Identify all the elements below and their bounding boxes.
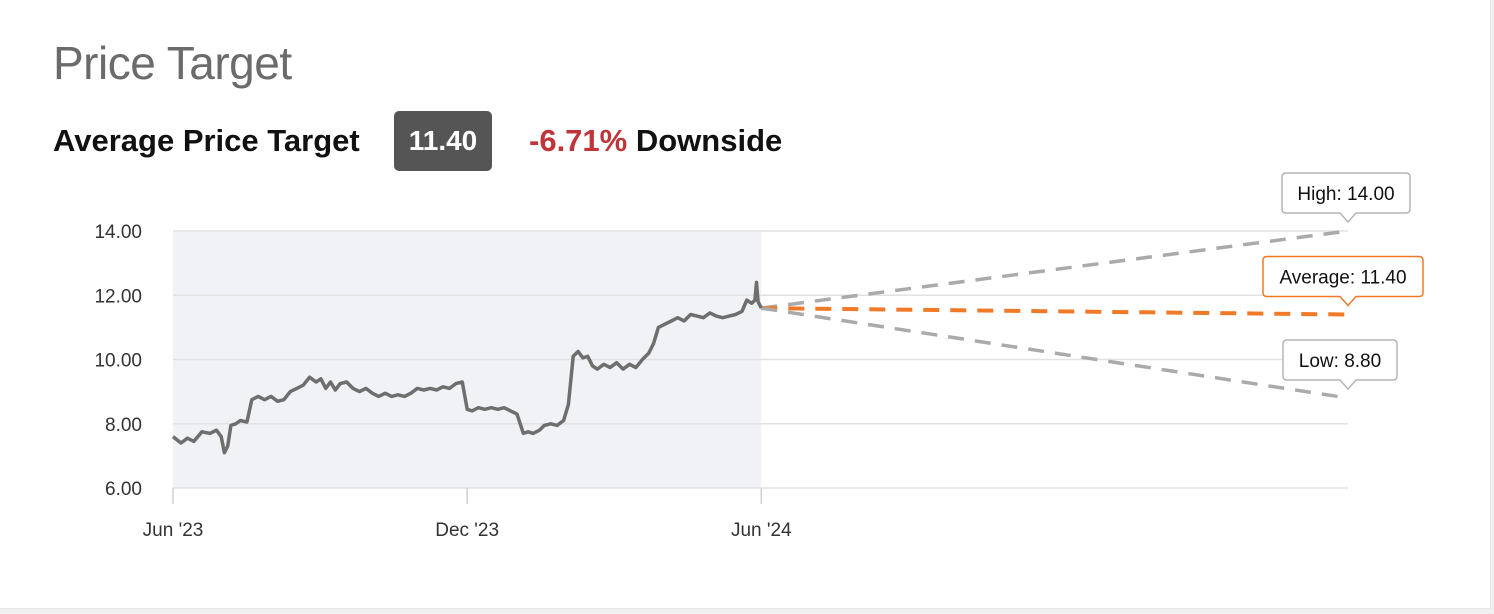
- low-target-tooltip-box: [1282, 339, 1398, 391]
- high-target-tooltip-box: [1281, 172, 1411, 224]
- y-tick-label: 10.00: [94, 351, 142, 372]
- x-tick-label: Jun '23: [143, 520, 204, 541]
- average-target-tooltip-label: Average: 11.40: [1279, 268, 1406, 289]
- average-price-target-label: Average Price Target: [53, 123, 360, 158]
- downside-label: Downside: [635, 123, 783, 158]
- low-target-tooltip-label: Low: 8.80: [1299, 351, 1381, 372]
- low-target-tooltip: Low: 8.80: [1282, 339, 1398, 391]
- y-tick-label: 14.00: [94, 222, 142, 243]
- high-target-tooltip: High: 14.00: [1281, 172, 1411, 224]
- price-history-line: [171, 280, 763, 455]
- price-target-chart: 6.00 8.00 10.00 12.00 14.00 Jun '23 Dec '23 Jun…: [94, 172, 1424, 541]
- x-tick-label: Dec '23: [435, 520, 499, 541]
- average-target-tooltip-box: [1262, 255, 1424, 307]
- high-target-line: [761, 229, 1349, 310]
- page-title: Price Target: [53, 37, 292, 89]
- average-price-target-badge: 11.40: [394, 111, 492, 171]
- low-target-line: [761, 306, 1349, 400]
- x-tick-label: Jun '24: [731, 520, 792, 541]
- y-tick-label: 6.00: [105, 479, 142, 500]
- average-target-tooltip: Average: 11.40: [1262, 255, 1424, 307]
- y-tick-label: 12.00: [94, 286, 142, 307]
- downside-indicator: -6.71% Downside: [529, 123, 782, 159]
- average-target-line: [761, 306, 1349, 317]
- high-target-tooltip-label: High: 14.00: [1297, 184, 1394, 205]
- y-tick-label: 8.00: [105, 415, 142, 436]
- downside-percent: -6.71%: [529, 123, 628, 158]
